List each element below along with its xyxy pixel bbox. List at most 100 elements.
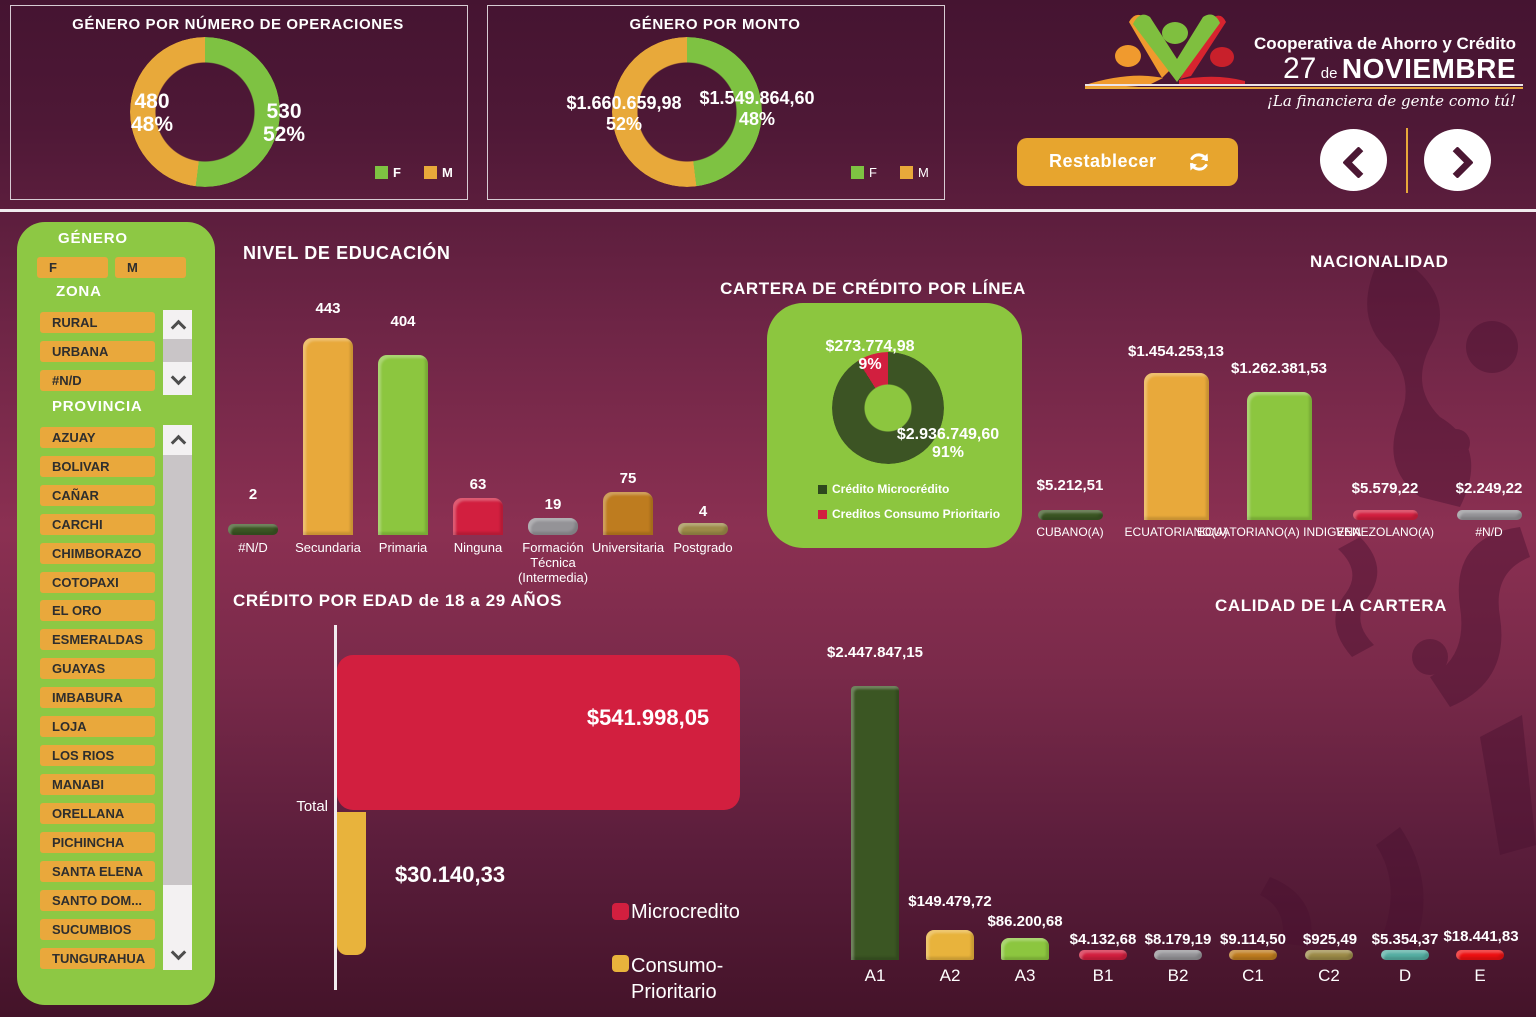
filter-provincia[interactable]: ESMERALDAS — [40, 629, 155, 650]
x-label: ECUATORIANO(A) — [1124, 525, 1228, 539]
provincia-scrollbar[interactable] — [163, 425, 192, 970]
brand-divider-light — [1085, 84, 1523, 86]
legend-consumo-swatch — [818, 510, 827, 519]
filter-provincia[interactable]: IMBABURA — [40, 687, 155, 708]
filter-zona-rural[interactable]: RURAL — [40, 312, 155, 333]
reset-button[interactable]: Restablecer — [1017, 138, 1238, 186]
filter-provincia[interactable]: SANTA ELENA — [40, 861, 155, 882]
bar-ecuatoriano[interactable] — [1144, 373, 1209, 520]
scroll-down-icon[interactable] — [170, 944, 187, 961]
bar-formacion[interactable] — [528, 518, 578, 535]
scroll-down-icon[interactable] — [170, 369, 187, 386]
bar-a1[interactable] — [851, 686, 899, 960]
reset-button-label: Restablecer — [1049, 151, 1157, 171]
scroll-up-icon[interactable] — [170, 319, 187, 336]
hbar-consumo[interactable] — [337, 812, 366, 955]
bar-ecuatoriano-indigena[interactable] — [1247, 392, 1312, 520]
x-label: C2 — [1318, 966, 1340, 985]
gender-amount-donut[interactable] — [612, 37, 762, 187]
bar-value: 19 — [544, 496, 562, 513]
filter-provincia[interactable]: LOJA — [40, 716, 155, 737]
legend-microcredito-swatch — [818, 485, 827, 494]
zona-scroll-thumb[interactable] — [163, 339, 192, 362]
bar-nd[interactable] — [228, 524, 278, 535]
filter-provincia[interactable]: AZUAY — [40, 427, 155, 448]
filter-provincia[interactable]: EL ORO — [40, 600, 155, 621]
bar-nacionalidad-nd[interactable] — [1457, 510, 1522, 520]
x-label: B1 — [1092, 966, 1114, 985]
scroll-up-icon[interactable] — [170, 434, 187, 451]
donut-label-f: $1.549.864,60 48% — [699, 88, 815, 129]
filter-provincia[interactable]: TUNGURAHUA — [40, 948, 155, 969]
nav-previous-button[interactable] — [1320, 129, 1387, 191]
bar-postgrado[interactable] — [678, 523, 728, 535]
filter-provincia[interactable]: PICHINCHA — [40, 832, 155, 853]
brand-noviembre: NOVIEMBRE — [1341, 53, 1516, 84]
provincia-filter-title: PROVINCIA — [52, 398, 143, 415]
filter-provincia[interactable]: BOLIVAR — [40, 456, 155, 477]
cartera-donut[interactable] — [832, 352, 944, 464]
filter-provincia[interactable]: GUAYAS — [40, 658, 155, 679]
bar-value: $149.479,72 — [908, 893, 992, 910]
hbar-microcredito[interactable] — [337, 655, 740, 810]
nav-divider — [1406, 128, 1408, 193]
bar-value: 404 — [390, 313, 416, 330]
bar-primaria[interactable] — [378, 355, 428, 535]
gender-operations-donut[interactable] — [130, 37, 280, 187]
y-label-total: Total — [296, 798, 328, 815]
legend-consumo-label: Creditos Consumo Prioritario — [832, 507, 1001, 521]
legend-consumo-label: Consumo-Prioritario — [631, 955, 724, 1003]
filter-zona-urbana[interactable]: URBANA — [40, 341, 155, 362]
filter-provincia[interactable]: CAÑAR — [40, 485, 155, 506]
filter-provincia[interactable]: MANABI — [40, 774, 155, 795]
filter-provincia[interactable]: CHIMBORAZO — [40, 543, 155, 564]
filter-provincia[interactable]: ORELLANA — [40, 803, 155, 824]
gender-amount-title: GÉNERO POR MONTO — [629, 16, 801, 33]
bar-a2[interactable] — [926, 930, 974, 960]
zona-scrollbar[interactable] — [163, 310, 192, 395]
bar-value: 75 — [619, 470, 637, 487]
bar-cubano[interactable] — [1038, 510, 1103, 520]
filter-genero-m[interactable]: M — [115, 257, 186, 278]
brand-line2: 27 de NOVIEMBRE — [1190, 52, 1516, 86]
x-label: D — [1398, 966, 1412, 985]
bar-universitaria[interactable] — [603, 492, 653, 535]
bar-b1[interactable] — [1079, 950, 1127, 960]
legend-m-label: M — [918, 165, 929, 180]
bar-a3[interactable] — [1001, 938, 1049, 960]
x-label: ECUATORIANO(A) INDIGENA — [1196, 525, 1362, 539]
provincia-scroll-thumb[interactable] — [163, 455, 192, 885]
bar-b2[interactable] — [1154, 950, 1202, 960]
legend-f-swatch — [375, 166, 388, 179]
bar-c1[interactable] — [1229, 950, 1277, 960]
bar-venezolano[interactable] — [1353, 510, 1418, 520]
filter-provincia[interactable]: SANTO DOM... — [40, 890, 155, 911]
education-chart-title: NIVEL DE EDUCACIÓN — [243, 243, 451, 263]
x-label: Formación Técnica (Intermedia) — [517, 540, 589, 585]
filter-provincia[interactable]: COTOPAXI — [40, 572, 155, 593]
zona-filter-title: ZONA — [56, 283, 102, 300]
filter-provincia[interactable]: SUCUMBIOS — [40, 919, 155, 940]
x-label: A2 — [939, 966, 961, 985]
filter-provincia[interactable]: CARCHI — [40, 514, 155, 535]
bar-e[interactable] — [1456, 950, 1504, 960]
legend-microcredito-label: Crédito Microcrédito — [832, 482, 950, 496]
bar-d[interactable] — [1381, 950, 1429, 960]
bar-value: 4 — [698, 503, 708, 520]
gender-amount-panel — [487, 5, 945, 200]
filter-zona-nd[interactable]: #N/D — [40, 370, 155, 391]
nav-next-button[interactable] — [1424, 129, 1491, 191]
x-label: Ninguna — [453, 540, 503, 555]
bar-secundaria[interactable] — [303, 338, 353, 535]
filter-provincia[interactable]: LOS RIOS — [40, 745, 155, 766]
donut-label-f: 530 52% — [262, 100, 306, 146]
legend-microcredito-label: Microcredito — [631, 901, 740, 923]
brand-line1: Cooperativa de Ahorro y Crédito — [1254, 34, 1516, 53]
x-label: Primaria — [378, 540, 428, 555]
bar-c2[interactable] — [1305, 950, 1353, 960]
filter-genero-f[interactable]: F — [37, 257, 108, 278]
bar-ninguna[interactable] — [453, 498, 503, 535]
cartera-chart-title: CARTERA DE CRÉDITO POR LÍNEA — [720, 279, 1026, 298]
gender-operations-title: GÉNERO POR NÚMERO DE OPERACIONES — [72, 16, 404, 33]
